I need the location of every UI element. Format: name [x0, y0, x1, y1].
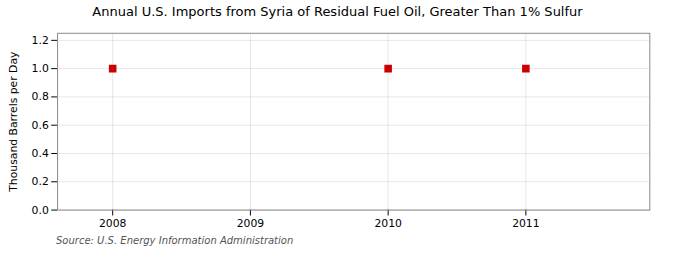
html-text:Annual U.S. Imports from Syria: Annual U.S. Imports from Syria of Residu… — [92, 4, 583, 19]
svg-text:0.6: 0.6 — [32, 119, 49, 132]
svg-text:Thousand Barrels per Day: Thousand Barrels per Day — [7, 51, 20, 193]
svg-text:1.2: 1.2 — [32, 34, 49, 47]
svg-text:0.0: 0.0 — [32, 204, 49, 217]
svg-text:2009: 2009 — [237, 217, 265, 230]
svg-text:2010: 2010 — [374, 217, 402, 230]
svg-text:2011: 2011 — [512, 217, 539, 230]
svg-text:0.8: 0.8 — [32, 90, 49, 103]
svg-text:2008: 2008 — [99, 217, 127, 230]
svg-text:0.4: 0.4 — [32, 147, 49, 160]
svg-text:0.2: 0.2 — [32, 175, 49, 188]
svg-text:1.0: 1.0 — [32, 62, 49, 75]
html-text:Source: U.S. Energy Informatio: Source: U.S. Energy Information Administ… — [56, 235, 294, 247]
